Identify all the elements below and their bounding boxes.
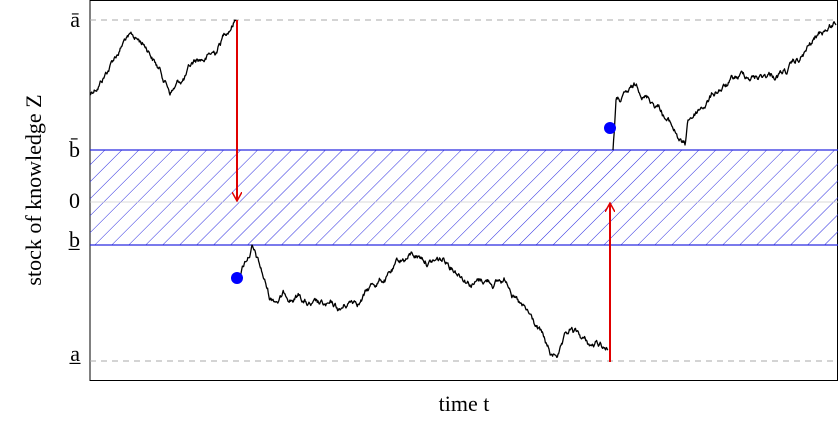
inaction-band: [90, 150, 838, 245]
level-label: ā: [70, 7, 80, 32]
level-label: b̄: [69, 137, 80, 162]
knowledge-path: [89, 19, 238, 96]
sample-paths: [89, 19, 837, 358]
y-axis-label: stock of knowledge Z: [21, 94, 46, 285]
knowledge-path: [612, 21, 837, 151]
knowledge-path: [239, 244, 609, 358]
level-label: a̲: [69, 341, 81, 366]
restart-point: [604, 122, 616, 134]
restart-point: [231, 272, 243, 284]
level-label: 0: [69, 188, 80, 213]
x-axis-label: time t: [439, 391, 490, 416]
level-label: b̲: [68, 227, 80, 252]
